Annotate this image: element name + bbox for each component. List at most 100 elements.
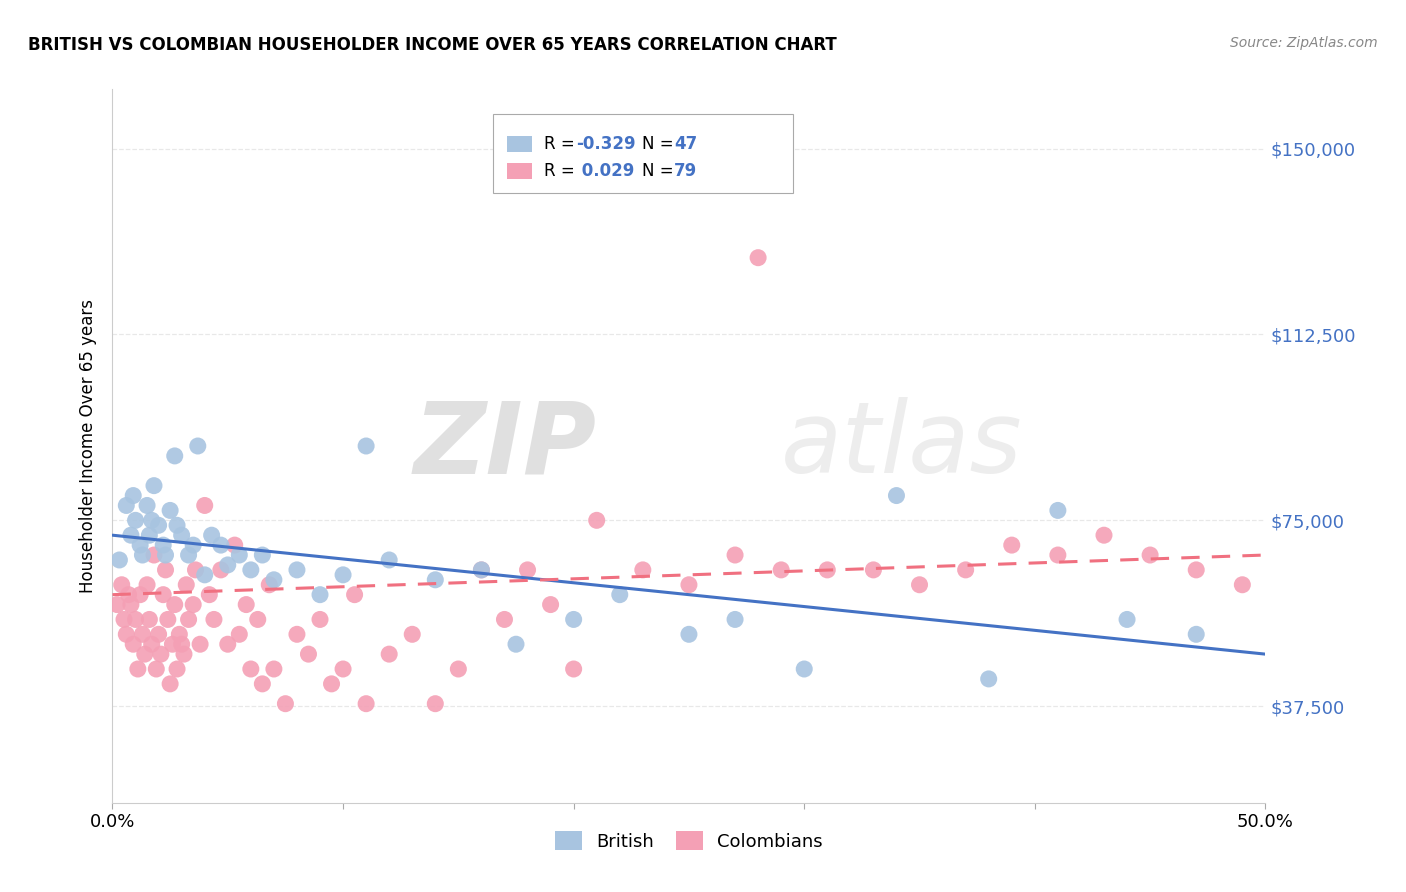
Point: [724, 548, 747, 562]
Y-axis label: Householder Income Over 65 years: Householder Income Over 65 years: [79, 299, 97, 593]
Point: [131, 627, 153, 641]
Point: [194, 567, 217, 582]
Point: [187, 439, 209, 453]
Point: [252, 677, 274, 691]
Point: [152, 588, 174, 602]
Point: [285, 563, 308, 577]
Point: [1046, 548, 1069, 562]
Point: [1232, 578, 1254, 592]
Point: [239, 662, 262, 676]
Point: [148, 627, 170, 641]
Point: [166, 518, 188, 533]
Point: [141, 637, 163, 651]
Point: [309, 588, 332, 602]
Point: [239, 563, 262, 577]
Point: [678, 627, 700, 641]
Text: atlas: atlas: [782, 398, 1022, 494]
FancyBboxPatch shape: [494, 114, 793, 193]
Point: [194, 499, 217, 513]
Point: [235, 598, 257, 612]
Point: [1046, 503, 1069, 517]
Point: [297, 647, 319, 661]
Point: [1185, 563, 1208, 577]
Point: [886, 489, 908, 503]
Point: [217, 637, 239, 651]
Point: [188, 637, 211, 651]
Point: [747, 251, 769, 265]
Point: [562, 662, 585, 676]
Point: [155, 548, 177, 562]
Point: [134, 647, 156, 661]
Point: [136, 499, 159, 513]
Point: [447, 662, 470, 676]
Point: [163, 449, 186, 463]
Point: [378, 647, 401, 661]
Point: [198, 588, 221, 602]
Point: [181, 598, 204, 612]
Point: [166, 662, 188, 676]
Point: [470, 563, 492, 577]
Point: [201, 528, 224, 542]
Point: [516, 563, 538, 577]
Point: [678, 578, 700, 592]
Point: [143, 548, 166, 562]
Point: [209, 538, 232, 552]
Point: [354, 697, 377, 711]
Point: [159, 503, 181, 517]
Point: [862, 563, 884, 577]
Point: [1001, 538, 1024, 552]
Text: ZIP: ZIP: [413, 398, 596, 494]
Point: [246, 612, 269, 626]
Point: [585, 513, 607, 527]
Text: R =: R =: [544, 135, 579, 153]
Point: [127, 662, 149, 676]
Point: [169, 627, 191, 641]
Point: [609, 588, 631, 602]
Point: [117, 588, 139, 602]
Point: [321, 677, 343, 691]
Point: [1139, 548, 1161, 562]
Point: [115, 499, 138, 513]
Point: [378, 553, 401, 567]
Point: [112, 612, 135, 626]
Point: [155, 563, 177, 577]
Point: [152, 538, 174, 552]
Bar: [506, 136, 531, 152]
Text: N =: N =: [641, 135, 679, 153]
Point: [177, 612, 200, 626]
Point: [274, 697, 297, 711]
Point: [425, 697, 447, 711]
Point: [149, 647, 172, 661]
Point: [505, 637, 527, 651]
Point: [977, 672, 1000, 686]
Point: [159, 677, 181, 691]
Point: [115, 627, 138, 641]
Point: [470, 563, 492, 577]
Point: [724, 612, 747, 626]
Point: [209, 563, 232, 577]
Point: [793, 662, 815, 676]
Point: [162, 637, 184, 651]
Point: [129, 588, 152, 602]
Point: [124, 612, 146, 626]
Point: [141, 513, 163, 527]
Point: [224, 538, 246, 552]
Text: R =: R =: [544, 161, 579, 179]
Point: [955, 563, 977, 577]
Point: [1185, 627, 1208, 641]
Point: [138, 612, 160, 626]
Point: [908, 578, 931, 592]
Point: [138, 528, 160, 542]
Point: [332, 662, 354, 676]
Point: [494, 612, 516, 626]
Point: [174, 578, 197, 592]
Point: [401, 627, 423, 641]
Point: [108, 553, 131, 567]
Text: BRITISH VS COLOMBIAN HOUSEHOLDER INCOME OVER 65 YEARS CORRELATION CHART: BRITISH VS COLOMBIAN HOUSEHOLDER INCOME …: [28, 36, 837, 54]
Point: [105, 598, 128, 612]
Point: [111, 578, 134, 592]
Text: Source: ZipAtlas.com: Source: ZipAtlas.com: [1230, 36, 1378, 50]
Point: [122, 637, 145, 651]
Text: -0.329: -0.329: [576, 135, 636, 153]
Point: [170, 637, 193, 651]
